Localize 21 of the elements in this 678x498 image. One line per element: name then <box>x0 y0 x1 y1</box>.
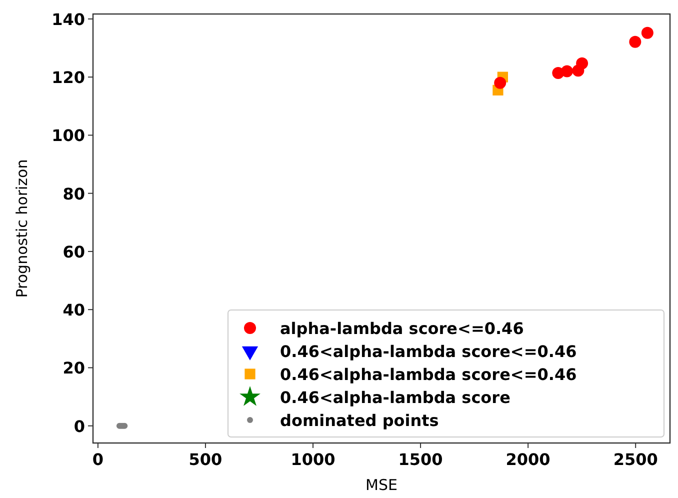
legend-label: alpha-lambda score<=0.46 <box>280 319 524 338</box>
x-tick-label: 2500 <box>613 450 658 469</box>
legend-label: 0.46<alpha-lambda score<=0.46 <box>280 365 577 384</box>
x-tick-label: 1500 <box>398 450 443 469</box>
y-axis-title: Prognostic horizon <box>13 159 31 298</box>
x-tick-label: 500 <box>188 450 222 469</box>
y-tick-label: 20 <box>62 358 85 378</box>
legend-label: dominated points <box>280 411 439 430</box>
y-tick-label: 100 <box>52 126 85 146</box>
y-tick-label: 140 <box>52 10 85 29</box>
y-tick-label: 60 <box>62 242 85 262</box>
legend-label: 0.46<alpha-lambda score <box>280 388 511 407</box>
x-axis-title: MSE <box>366 476 398 494</box>
x-tick-label: 2000 <box>506 450 550 469</box>
legend-label: 0.46<alpha-lambda score<=0.46 <box>280 342 577 361</box>
x-tick-label: 0 <box>92 450 104 469</box>
x-tick-label: 1000 <box>290 450 336 469</box>
y-tick-label: 80 <box>62 184 85 204</box>
y-tick-label: 0 <box>74 416 85 436</box>
y-tick-label: 120 <box>52 68 85 88</box>
y-tick-label: 40 <box>62 300 85 320</box>
